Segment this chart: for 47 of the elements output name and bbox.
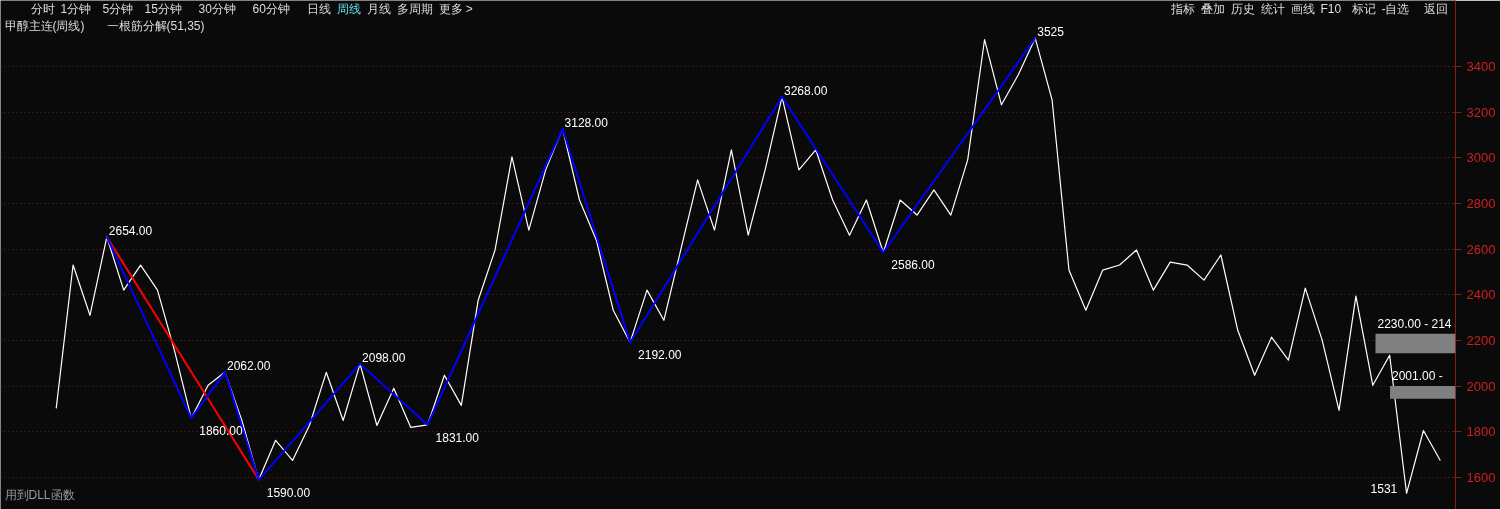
annotation: 2192.00 bbox=[638, 348, 682, 363]
annotation: 分时 bbox=[30, 1, 55, 16]
annotation: 用到DLL函数 bbox=[4, 487, 75, 502]
annotation: 3128.00 bbox=[564, 115, 609, 130]
annotation: 3525 bbox=[1037, 25, 1065, 40]
annotation: 叠加 bbox=[1200, 1, 1225, 16]
annotation: 1分钟 bbox=[60, 1, 92, 16]
annotation: -自选 bbox=[1381, 1, 1410, 16]
annotation: 指标 bbox=[1169, 1, 1195, 16]
annotation: 1831.00 bbox=[435, 430, 480, 445]
y-tick-label: 2600 bbox=[1466, 241, 1496, 257]
annotation: 5分钟 bbox=[102, 1, 134, 16]
annotation: 2098.00 bbox=[362, 350, 406, 365]
annotation: 2062.00 bbox=[227, 359, 271, 374]
annotation: 15分钟 bbox=[144, 1, 182, 16]
annotation: 更多 > bbox=[438, 1, 473, 16]
y-tick-label: 2000 bbox=[1466, 378, 1496, 394]
annotation: 30分钟 bbox=[198, 1, 236, 16]
annotation: 历史 bbox=[1230, 1, 1255, 16]
annotation: 2586.00 bbox=[891, 258, 935, 273]
annotation: 1531 bbox=[1370, 482, 1398, 497]
y-tick-label: 3200 bbox=[1466, 104, 1496, 120]
line-series bbox=[105, 37, 1037, 481]
y-tick-label: 2800 bbox=[1466, 196, 1496, 212]
annotation: 标记 bbox=[1350, 1, 1376, 16]
annotation: 统计 bbox=[1260, 1, 1285, 16]
annotation: 周线 bbox=[336, 1, 361, 16]
annotation: 返回 bbox=[1423, 1, 1448, 16]
annotation: 月线 bbox=[366, 1, 391, 16]
annotation: 画线 bbox=[1290, 1, 1315, 16]
y-tick-label: 3000 bbox=[1466, 150, 1496, 166]
text: 一根筋分解(51,35) bbox=[106, 18, 205, 33]
band-label: 2230.00 - 214 bbox=[1377, 316, 1452, 331]
y-tick-label: 3400 bbox=[1466, 59, 1496, 75]
y-tick-label: 1800 bbox=[1466, 424, 1496, 440]
annotation: 60分钟 bbox=[252, 1, 290, 16]
y-tick-label: 2400 bbox=[1466, 287, 1496, 303]
annotation: 3268.00 bbox=[784, 83, 828, 98]
y-tick-label: 2200 bbox=[1466, 333, 1496, 349]
annotation: 多周期 bbox=[396, 1, 433, 16]
annotation: F10 bbox=[1320, 1, 1342, 16]
y-tick-label: 1600 bbox=[1466, 470, 1496, 486]
annotation: 日线 bbox=[306, 1, 331, 16]
band-label: 2001.00 - bbox=[1392, 369, 1443, 384]
annotation: 1590.00 bbox=[266, 485, 311, 500]
annotation: 2654.00 bbox=[108, 223, 153, 238]
text: 甲醇主连(周线) bbox=[4, 18, 85, 33]
